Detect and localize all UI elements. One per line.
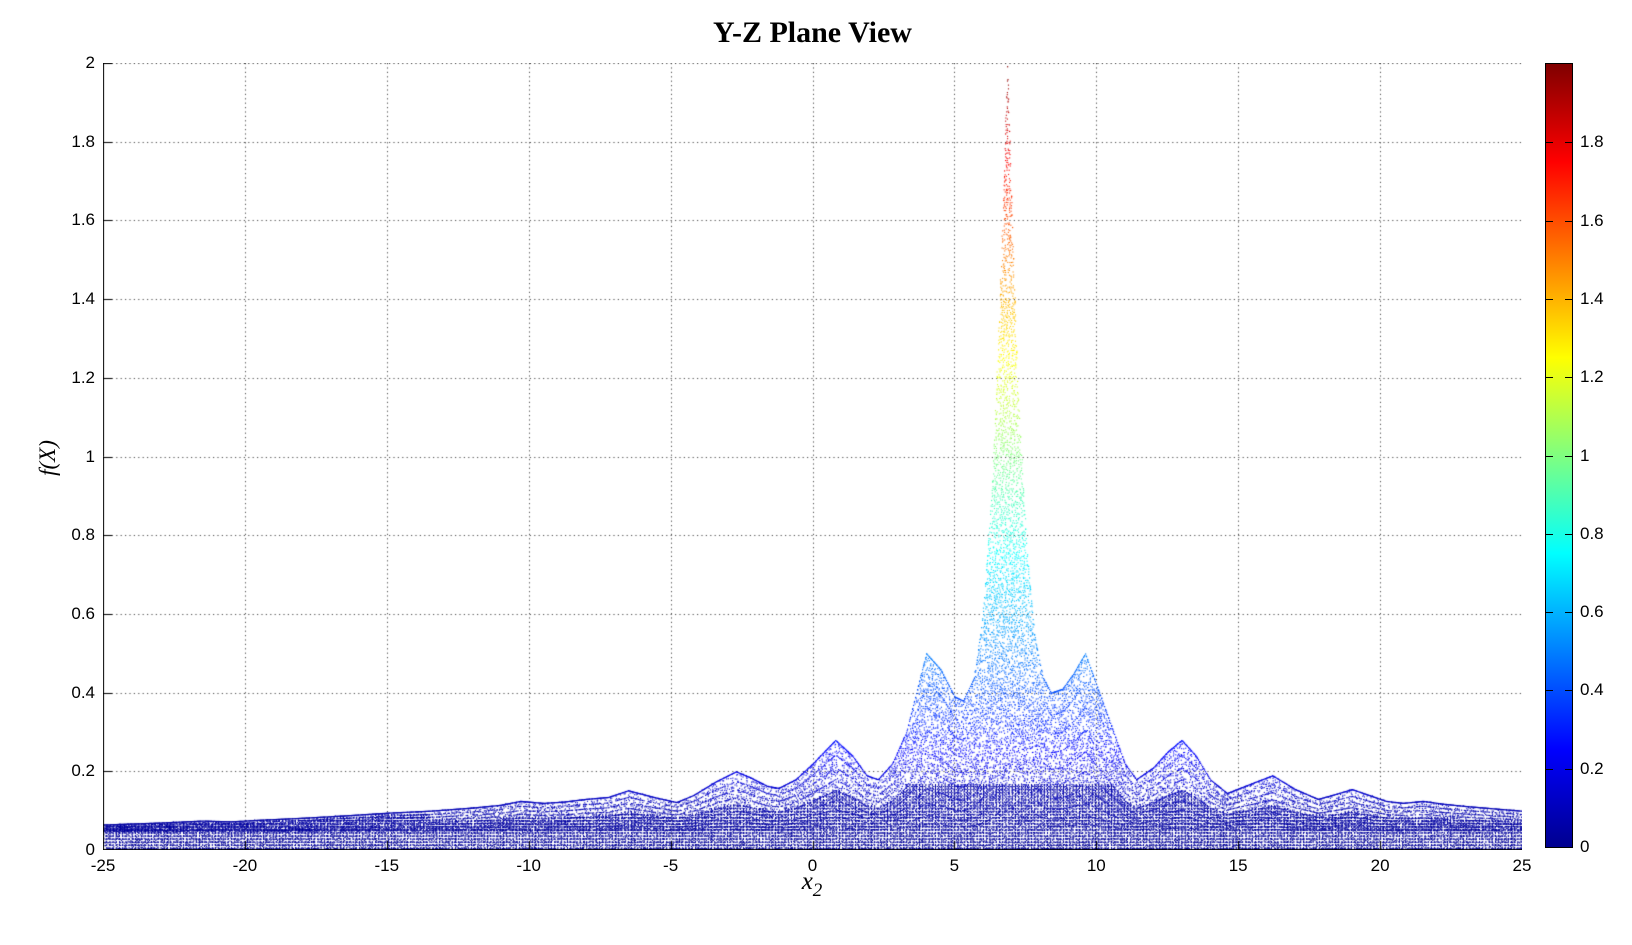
y-tick-label: 1.4	[71, 289, 95, 309]
colorbar-tick-label: 1.2	[1580, 367, 1604, 387]
colorbar-tick-mark	[1546, 142, 1553, 144]
colorbar-tick-label: 0.2	[1580, 758, 1604, 778]
x-tick-label: -15	[374, 856, 400, 875]
y-tick-label: 1	[85, 446, 95, 466]
y-tick-label: 0.6	[71, 603, 95, 623]
colorbar-tick-mark	[1565, 220, 1572, 222]
y-tick-label: 0.2	[71, 761, 95, 781]
x-tick-label: 25	[1512, 856, 1532, 875]
colorbar-tick-mark	[1565, 377, 1572, 379]
colorbar-tick-mark	[1546, 455, 1553, 457]
chart-title: Y-Z Plane View	[713, 16, 912, 49]
colorbar-tick-label: 1.6	[1580, 210, 1604, 230]
x-tick-label: -10	[516, 856, 541, 875]
x-tick-label: 10	[1086, 856, 1106, 875]
x-axis-label-base: x	[801, 868, 813, 895]
x-tick-label: 0	[807, 856, 818, 875]
colorbar-tick-mark	[1546, 377, 1553, 379]
colorbar-tick-mark	[1546, 533, 1553, 535]
y-tick-label: 1.8	[71, 131, 95, 151]
colorbar-tick-mark	[1546, 298, 1553, 300]
colorbar-tick-mark	[1565, 298, 1572, 300]
surface-plot-canvas	[103, 63, 1522, 850]
colorbar-tick-mark	[1546, 220, 1553, 222]
y-tick-label: 2	[85, 53, 95, 72]
colorbar-tick-mark	[1565, 768, 1572, 770]
colorbar-tick-mark	[1565, 612, 1572, 614]
x-tick-label: -5	[663, 856, 679, 875]
y-tick-label: 0	[85, 840, 95, 859]
colorbar-tick-label: 1.8	[1580, 132, 1604, 152]
colorbar-tick-mark	[1565, 142, 1572, 144]
colorbar-tick-label: 0.4	[1580, 680, 1604, 700]
y-tick-label: 0.4	[71, 682, 95, 702]
x-tick-label: 20	[1370, 856, 1390, 875]
colorbar-tick-mark	[1546, 612, 1553, 614]
colorbar-tick-mark	[1565, 533, 1572, 535]
colorbar-tick-label: 0	[1580, 837, 1590, 856]
x-axis-label: x2	[802, 868, 823, 902]
x-tick-label: -20	[232, 856, 258, 875]
y-tick-label: 1.2	[71, 367, 95, 387]
x-tick-label: -25	[90, 856, 116, 875]
x-axis-label-subscript: 2	[812, 880, 823, 901]
x-tick-label: 5	[949, 856, 960, 875]
colorbar-tick-label: 1	[1580, 445, 1590, 465]
colorbar-tick-mark	[1546, 690, 1553, 692]
colorbar-tick-mark	[1565, 690, 1572, 692]
y-tick-label: 1.6	[71, 210, 95, 230]
colorbar-tick-label: 0.6	[1580, 602, 1604, 622]
colorbar-tick-label: 0.8	[1580, 523, 1604, 543]
colorbar-tick-mark	[1565, 455, 1572, 457]
y-tick-label: 0.8	[71, 525, 95, 545]
colorbar-tick-mark	[1546, 768, 1553, 770]
colorbar-tick-label: 1.4	[1580, 288, 1604, 308]
x-tick-label: 15	[1228, 856, 1248, 875]
